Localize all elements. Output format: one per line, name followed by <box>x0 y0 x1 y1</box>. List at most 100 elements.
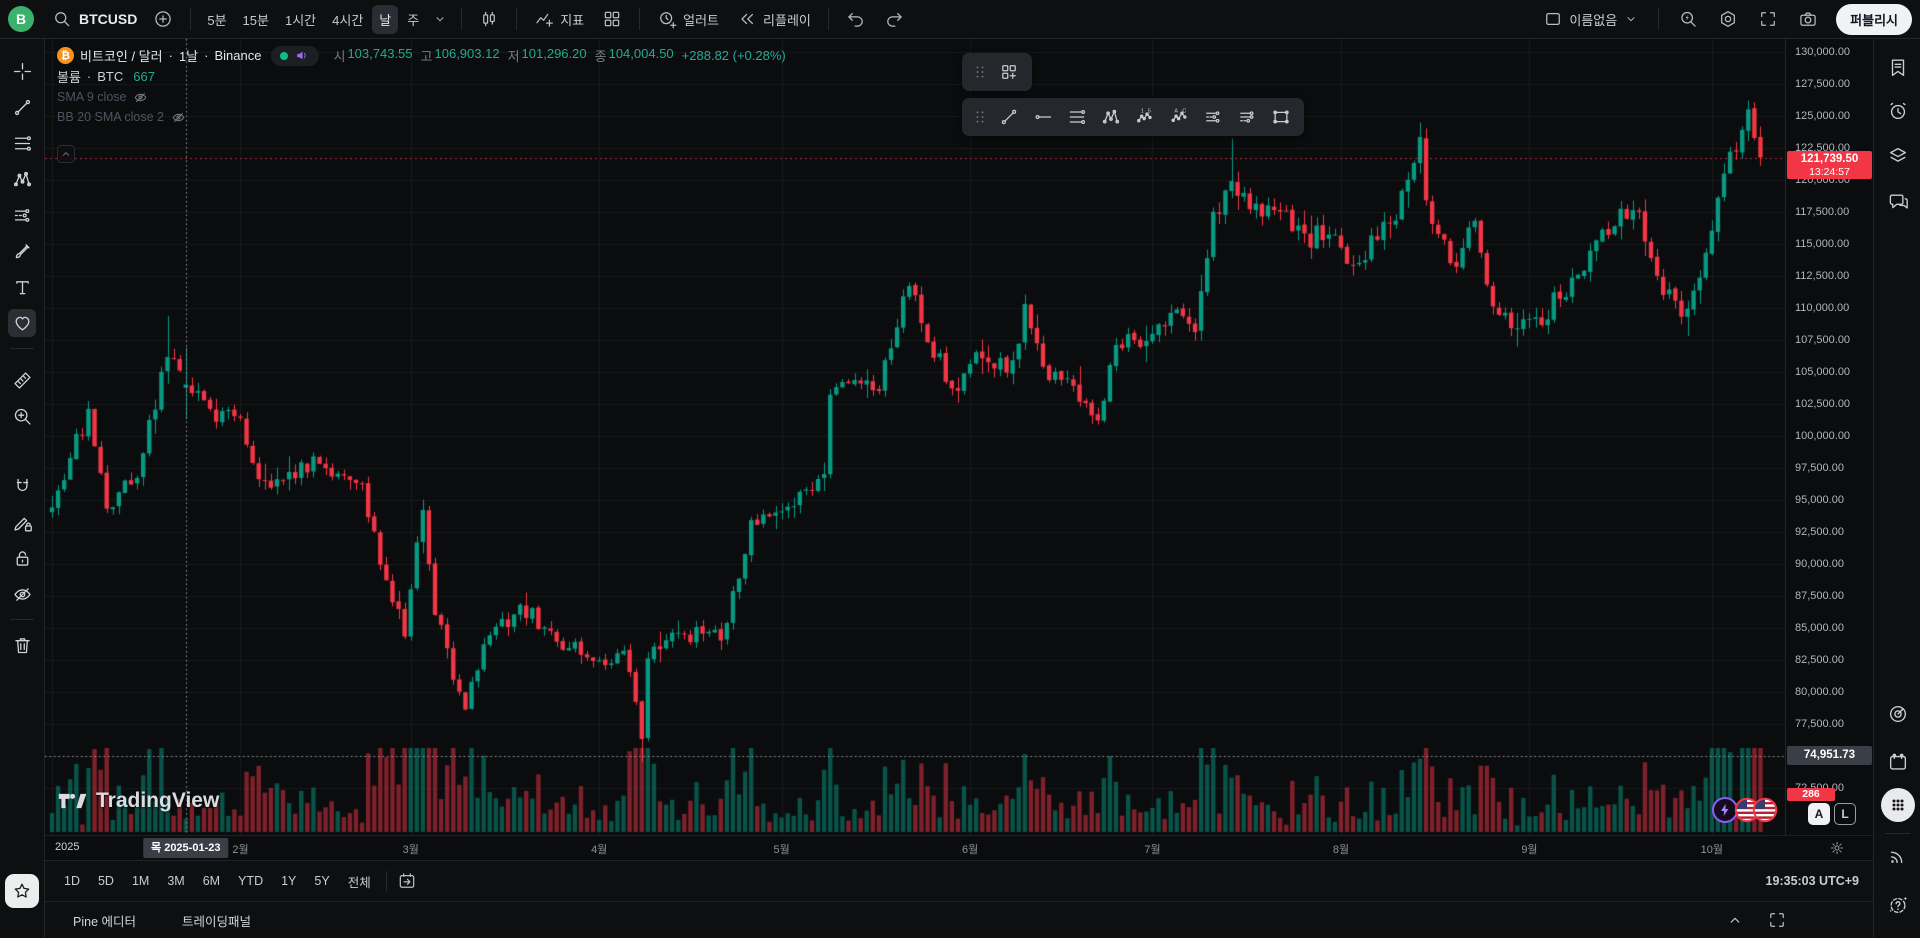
chart-style-button[interactable] <box>471 4 507 34</box>
eye-off-icon <box>12 584 33 605</box>
market-status-pill[interactable] <box>271 45 320 66</box>
series-exchange: Binance <box>214 48 262 63</box>
crosshair-price-badge: 74,951.73 <box>1787 746 1872 766</box>
legend-indicator-row[interactable]: BB 20 SMA close 2 <box>57 107 786 127</box>
user-avatar[interactable]: B <box>8 6 34 32</box>
drawing-tool-magnet[interactable] <box>8 472 36 500</box>
gear-icon <box>1718 9 1738 29</box>
drawing-tool-ruler[interactable] <box>8 366 36 394</box>
drawing-tool-trash[interactable] <box>8 631 36 659</box>
floating-tool-horizontal-ray[interactable] <box>1026 101 1060 133</box>
floating-tool-xabcd-pattern[interactable] <box>1094 101 1128 133</box>
price-scale[interactable]: 121,739.50 13:24:57 74,951.73 286 A L 13… <box>1785 39 1873 835</box>
drawing-tool-brush[interactable] <box>8 237 36 265</box>
time-scale[interactable]: 목 2025-01-23 2025 2월 3월 4월 5월 6월 7월 8월 9월 10월 <box>45 835 1873 860</box>
quick-search-button[interactable] <box>1670 4 1706 34</box>
sidebar-help-button[interactable] <box>1884 891 1912 919</box>
range-button-YTD[interactable]: YTD <box>238 874 264 888</box>
timeframe-button-주[interactable]: 주 <box>407 12 420 28</box>
indicators-button[interactable]: 지표 <box>526 4 592 34</box>
drag-handle-icon[interactable] <box>968 62 992 82</box>
sidebar-object-tree-button[interactable] <box>1884 142 1912 170</box>
drag-handle-icon[interactable] <box>968 107 992 127</box>
range-button-1M[interactable]: 1M <box>131 874 150 888</box>
range-button-전체[interactable]: 전체 <box>347 875 371 890</box>
sidebar-apps-button[interactable] <box>1881 788 1915 822</box>
floating-tool-long-position[interactable] <box>1196 101 1230 133</box>
favorite-drawings-button[interactable] <box>5 874 39 908</box>
toolbar-divider <box>10 348 34 349</box>
floating-tool-trendline[interactable] <box>992 101 1026 133</box>
svg-text:1: 1 <box>1141 108 1144 114</box>
timeframe-button-5분[interactable]: 5분 <box>207 12 227 28</box>
add-to-layout-button[interactable] <box>992 56 1026 88</box>
layout-select-button[interactable]: 이름없음 <box>1535 4 1647 34</box>
drawing-tool-projection[interactable] <box>8 201 36 229</box>
indicator-name: BB 20 SMA close 2 <box>57 110 165 124</box>
sidebar-chat-button[interactable] <box>1884 188 1912 216</box>
drawing-tool-eye-off[interactable] <box>8 580 36 608</box>
legend-collapse-button[interactable] <box>57 145 75 163</box>
indicator-templates-button[interactable] <box>594 4 630 34</box>
range-button-6M[interactable]: 6M <box>202 874 221 888</box>
drawing-tool-draw-lock[interactable] <box>8 508 36 536</box>
drawing-tool-zoom-in[interactable] <box>8 402 36 430</box>
clock-timezone-button[interactable]: 19:35:03 UTC+9 <box>1765 874 1859 888</box>
floating-tool-rect-tool[interactable] <box>1264 101 1298 133</box>
time-settings-gear-icon[interactable] <box>1827 838 1847 858</box>
drawing-tool-heart[interactable] <box>8 309 36 337</box>
range-button-3M[interactable]: 3M <box>167 874 185 888</box>
range-button-5Y[interactable]: 5Y <box>314 874 330 888</box>
maximize-panel-button[interactable] <box>1767 910 1787 930</box>
range-button-1Y[interactable]: 1Y <box>281 874 297 888</box>
sidebar-watchlist-button[interactable] <box>1884 54 1912 82</box>
drawing-tool-xabcd-pattern[interactable] <box>8 165 36 193</box>
auto-scale-button[interactable]: A <box>1808 803 1830 825</box>
compare-add-symbol-button[interactable] <box>145 4 181 34</box>
fullscreen-button[interactable] <box>1750 4 1786 34</box>
replay-button[interactable]: 리플레이 <box>729 4 819 34</box>
drawing-tool-trendline[interactable] <box>8 93 36 121</box>
legend-main-row[interactable]: ₿ 비트코인 / 달러 · 1날 · Binance 시 103,743.55 고 1… <box>57 45 786 66</box>
sidebar-calendar-button[interactable] <box>1884 748 1912 776</box>
legend-volume-row[interactable]: 볼륨 · BTC 667 <box>57 66 786 87</box>
price-chart-canvas[interactable] <box>45 39 1785 835</box>
drawing-tool-text[interactable] <box>8 273 36 301</box>
expand-panel-button[interactable] <box>1725 910 1745 930</box>
sidebar-signal-button[interactable] <box>1884 842 1912 870</box>
sidebar-alarm-button[interactable] <box>1884 97 1912 125</box>
us-economic-event-icon[interactable] <box>1734 797 1760 823</box>
brush-icon <box>12 241 33 262</box>
undo-button[interactable] <box>838 4 874 34</box>
chart-settings-button[interactable] <box>1710 4 1746 34</box>
tab-pine-editor[interactable]: Pine 에디터 <box>73 914 136 929</box>
timeframe-dropdown-button[interactable] <box>428 6 452 32</box>
range-button-1D[interactable]: 1D <box>64 874 80 888</box>
price-axis-label: 77,500.00 <box>1795 717 1844 730</box>
publish-button[interactable]: 퍼블리시 <box>1836 3 1912 35</box>
floating-tool-fib-retracement[interactable] <box>1060 101 1094 133</box>
us-economic-event-icon[interactable] <box>1752 797 1778 823</box>
range-button-5D[interactable]: 5D <box>97 874 114 888</box>
symbol-search-button[interactable]: BTCUSD <box>46 4 143 34</box>
redo-button[interactable] <box>876 4 912 34</box>
sidebar-screener-target-button[interactable] <box>1884 700 1912 728</box>
timeframe-button-1시간[interactable]: 1시간 <box>284 12 317 28</box>
drawing-tool-fib-retracement[interactable] <box>8 129 36 157</box>
timeframe-button-날[interactable]: 날 <box>372 4 399 34</box>
log-scale-button[interactable]: L <box>1834 803 1856 825</box>
separator <box>827 8 829 30</box>
tab-trading-panel[interactable]: 트레이딩패널 <box>182 914 252 929</box>
go-to-date-button[interactable] <box>393 868 421 894</box>
timeframe-button-15분[interactable]: 15분 <box>242 12 269 28</box>
snapshot-button[interactable] <box>1790 4 1826 34</box>
legend-indicator-row[interactable]: SMA 9 close <box>57 87 786 107</box>
time-axis-label: 8월 <box>1332 844 1350 856</box>
floating-tool-short-position[interactable] <box>1230 101 1264 133</box>
alert-button[interactable]: 얼러트 <box>649 4 727 34</box>
timeframe-button-4시간[interactable]: 4시간 <box>332 12 364 28</box>
drawing-tool-crosshair[interactable] <box>8 57 36 85</box>
drawing-tool-lock-all[interactable] <box>8 544 36 572</box>
